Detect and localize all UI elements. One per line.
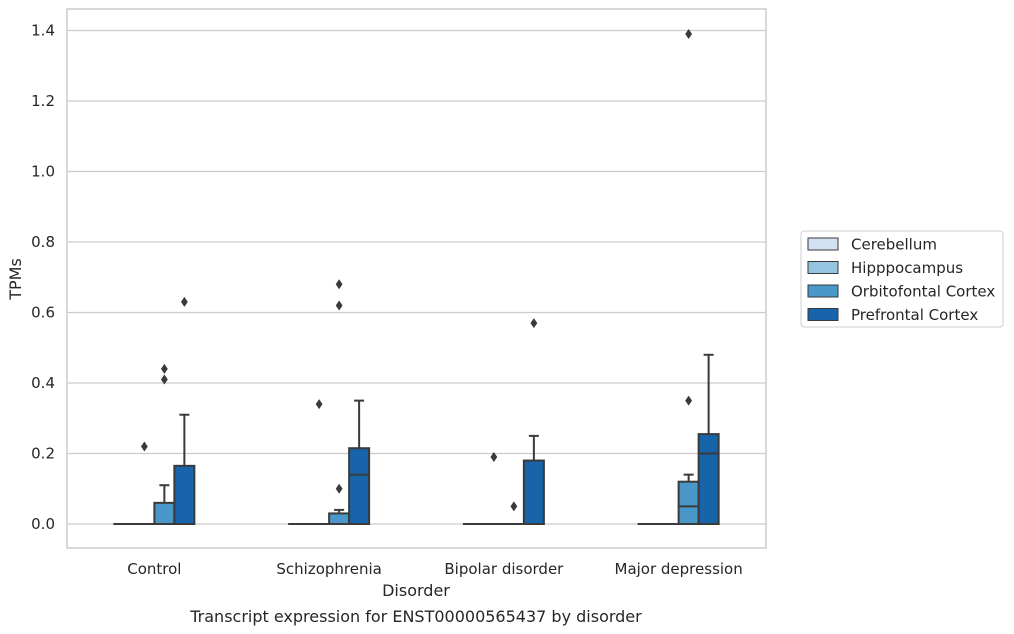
legend-label: Cerebellum <box>851 236 937 254</box>
box-2-0 <box>153 363 176 526</box>
y-axis-ticks: 0.0 0.2 0.4 0.6 0.8 1.0 1.2 1.4 <box>31 22 55 534</box>
box-2-1 <box>328 279 351 525</box>
outlier-point <box>685 29 693 40</box>
legend-items: Cerebellum Hipppocampus Orbitofontal Corte… <box>807 236 995 324</box>
x-tick-label: Major depression <box>615 560 743 578</box>
outlier-point <box>160 363 168 374</box>
chart-caption: Transcript expression for ENST0000056543… <box>189 607 642 626</box>
box-3-2 <box>522 318 545 525</box>
grid-lines <box>67 29 766 525</box>
y-tick-label: 1.4 <box>31 22 55 40</box>
box-body <box>348 447 371 525</box>
box-3-3 <box>697 353 720 525</box>
y-tick-label: 0.0 <box>31 515 55 533</box>
plot-frame <box>66 8 767 549</box>
outlier-point <box>490 452 498 463</box>
legend-swatch <box>807 237 839 251</box>
box-body <box>697 433 720 525</box>
outlier-point <box>335 279 343 290</box>
legend-frame <box>800 230 1004 328</box>
box-body <box>153 501 176 526</box>
outlier-point <box>315 399 323 410</box>
y-tick-label: 1.2 <box>31 92 55 110</box>
outlier-point <box>685 395 693 406</box>
y-axis-label: TPMs <box>6 258 25 301</box>
y-tick-label: 1.0 <box>31 163 55 181</box>
legend: Cerebellum Hipppocampus Orbitofontal Corte… <box>800 230 1004 328</box>
x-axis-ticks: Control Schizophrenia Bipolar disorder Majo… <box>127 560 742 578</box>
legend-label: Prefrontal Cortex <box>851 306 978 324</box>
box-2-2 <box>502 501 525 526</box>
legend-swatch <box>807 284 839 298</box>
y-tick-label: 0.8 <box>31 233 55 251</box>
y-tick-label: 0.6 <box>31 304 55 322</box>
legend-swatch <box>807 261 839 274</box>
box-3-0 <box>173 296 196 525</box>
legend-swatch <box>807 308 839 321</box>
x-tick-label: Control <box>127 560 181 578</box>
outlier-point <box>510 501 518 512</box>
outlier-point <box>530 318 538 329</box>
legend-label: Hipppocampus <box>851 259 963 277</box>
outlier-point <box>160 374 168 385</box>
box-body <box>173 464 196 525</box>
box-3-1 <box>348 399 371 525</box>
y-tick-label: 0.4 <box>31 374 55 392</box>
box-body <box>522 459 545 525</box>
legend-label: Orbitofontal Cortex <box>851 283 995 301</box>
outlier-point <box>335 300 343 311</box>
x-tick-label: Schizophrenia <box>276 560 381 578</box>
outlier-point <box>180 296 188 307</box>
box-1-2 <box>482 452 505 526</box>
y-tick-label: 0.2 <box>31 445 55 463</box>
box-plot-boxes <box>113 29 720 526</box>
box-1-1 <box>308 399 331 526</box>
box-2-3 <box>677 29 700 526</box>
x-tick-label: Bipolar disorder <box>444 560 564 578</box>
outlier-point <box>335 483 343 494</box>
x-axis-label: Disorder <box>382 581 450 600</box>
outlier-point <box>140 441 148 452</box>
box-body <box>328 512 351 525</box>
box-body <box>677 480 700 526</box>
